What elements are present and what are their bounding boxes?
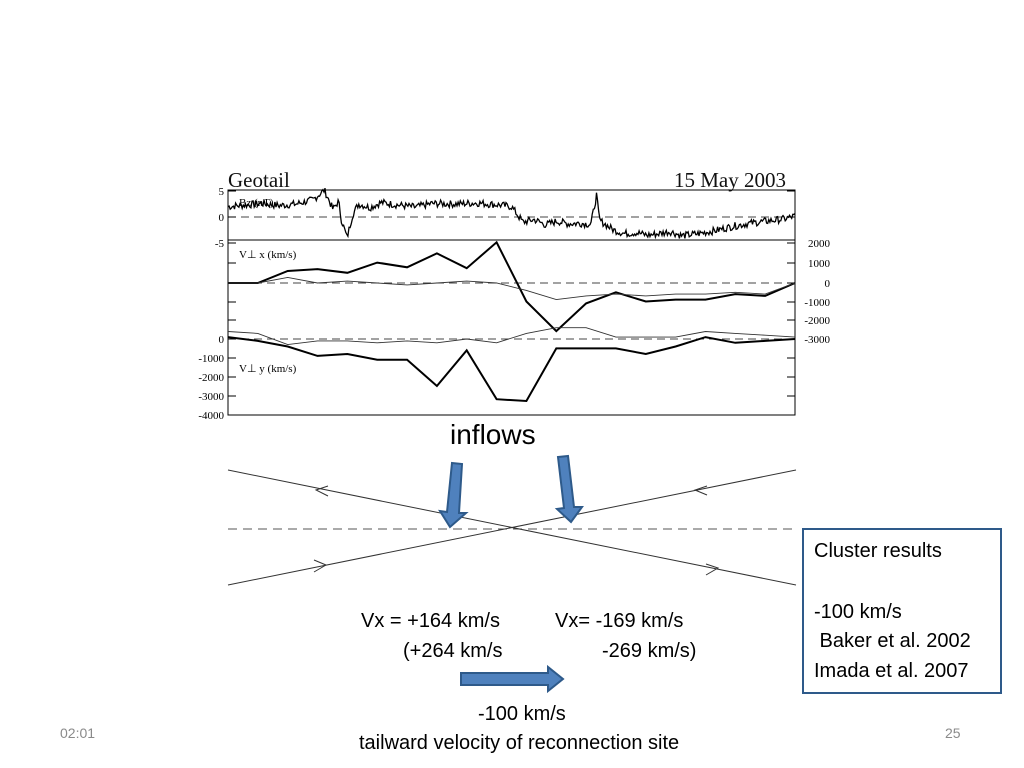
y-tick-label: -4000: [198, 410, 224, 422]
tailward-arrow: [460, 664, 565, 694]
vx-right-line1: Vx= -169 km/s: [555, 610, 684, 632]
y-tick-label: -3000: [804, 334, 830, 346]
y-tick-label: -1000: [198, 353, 224, 365]
cluster-box-title: Cluster results: [814, 540, 942, 562]
inflow-arrow-right: [554, 454, 584, 524]
series-line-thin: [228, 276, 796, 301]
y-tick-label: 0: [825, 278, 831, 290]
tailward-value: -100 km/s: [478, 703, 566, 725]
panel-ylabel: V⊥ y (km/s): [239, 363, 297, 375]
cluster-box-ref1: Baker et al. 2002: [814, 630, 971, 652]
reconnection-diagram: [227, 454, 797, 694]
series-line-thick: [228, 240, 796, 333]
y-tick-label: -1000: [804, 297, 830, 309]
slide-number: 25: [945, 725, 961, 741]
panel-ylabel: V⊥ x (km/s): [239, 249, 297, 261]
field-arrow-lower-left: [313, 559, 328, 573]
inflow-arrow-left: [438, 461, 469, 529]
y-tick-label: 1000: [808, 258, 831, 270]
y-tick-label: -3000: [198, 391, 224, 403]
vperp-y-panel: 0 -1000 -2000 -3000 -4000 V⊥ y (km/s): [198, 327, 796, 422]
series-line-thick: [227, 336, 796, 403]
velocity-frame: [227, 239, 796, 416]
figure-title: Geotail: [228, 168, 290, 192]
figure-date: 15 May 2003: [674, 168, 786, 192]
field-line-ascending: [227, 469, 797, 586]
inflows-label: inflows: [450, 419, 536, 450]
series-line-thin: [227, 327, 796, 346]
cluster-results-box: Cluster results -100 km/s Baker et al. 2…: [802, 528, 1002, 694]
field-arrow-lower-right: [705, 563, 720, 576]
bz-trace: [227, 187, 796, 240]
tailward-label: tailward velocity of reconnection site: [359, 732, 680, 754]
vperp-x-panel: 2000 1000 0 -1000 -2000 -3000 V⊥ x (km/s): [228, 238, 831, 346]
y-tick-label: -5: [215, 238, 225, 250]
field-arrow-upper-left: [314, 485, 329, 497]
vx-left-line2: (+264 km/s: [403, 640, 503, 662]
cluster-box-ref2: Imada et al. 2007: [814, 660, 969, 682]
y-tick-label: 5: [219, 186, 225, 198]
y-tick-label: -2000: [198, 372, 224, 384]
cluster-box-value: -100 km/s: [814, 601, 902, 623]
field-arrow-upper-right: [693, 485, 708, 496]
footer-time: 02:01: [60, 725, 96, 741]
panel-frames: [227, 189, 796, 416]
y-tick-label: 2000: [808, 238, 831, 250]
y-tick-label: 0: [219, 334, 225, 346]
vx-left-line1: Vx = +164 km/s: [361, 610, 500, 632]
y-tick-label: 0: [219, 212, 225, 224]
vx-right-line2: -269 km/s): [602, 640, 697, 662]
y-tick-label: -2000: [804, 315, 830, 327]
